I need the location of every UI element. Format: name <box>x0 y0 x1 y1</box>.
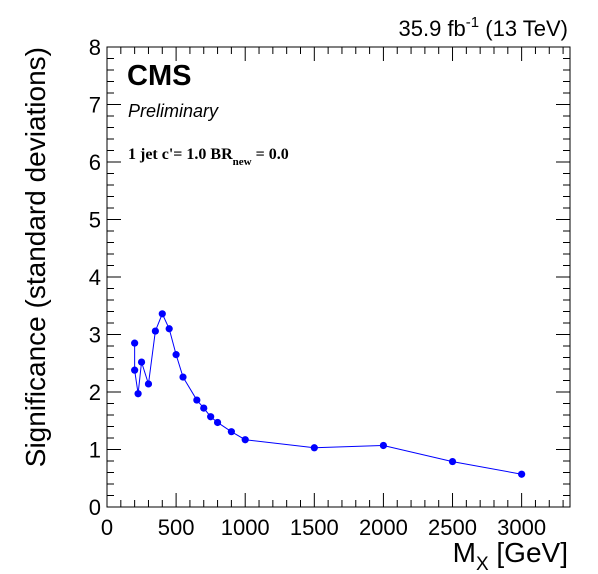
data-series <box>131 310 526 478</box>
y-tick-label: 8 <box>89 35 101 60</box>
data-point <box>144 380 153 388</box>
y-tick-label: 4 <box>89 265 101 290</box>
data-point <box>193 396 201 404</box>
luminosity-label: 35.9 fb-1 (13 TeV) <box>399 14 568 41</box>
data-point <box>448 457 457 466</box>
x-axis: 0 500 1000 1500 2000 2500 3000 <box>101 47 564 540</box>
data-point <box>379 441 388 450</box>
data-point <box>131 339 139 347</box>
y-axis-title: Significance (standard deviations) <box>20 47 51 467</box>
x-tick-label: 2500 <box>428 515 477 540</box>
data-point <box>134 390 142 398</box>
data-point <box>131 366 139 374</box>
data-point <box>172 351 180 359</box>
data-point <box>200 404 208 412</box>
y-tick-label: 2 <box>89 380 101 405</box>
data-point <box>158 310 166 318</box>
x-tick-label: 1500 <box>290 515 339 540</box>
data-point <box>151 327 159 335</box>
data-point <box>227 428 235 436</box>
data-point <box>137 358 146 366</box>
data-point <box>518 470 526 478</box>
data-point <box>213 418 222 427</box>
series-line <box>134 312 522 475</box>
annotation-label: 1 jet c'= 1.0 BRnew = 0.0 <box>128 146 289 168</box>
x-tick-label: 1000 <box>221 515 270 540</box>
x-tick-label: 2000 <box>359 515 408 540</box>
data-point <box>310 444 318 452</box>
x-tick-label: 3000 <box>497 515 546 540</box>
data-point <box>207 413 215 421</box>
data-point <box>179 373 187 381</box>
y-axis: 0 1 2 3 4 5 6 7 8 <box>89 35 570 520</box>
y-tick-label: 1 <box>89 438 101 463</box>
x-tick-label: 500 <box>158 515 195 540</box>
y-tick-label: 0 <box>89 495 101 520</box>
y-tick-label: 7 <box>89 93 101 118</box>
x-tick-label: 0 <box>101 515 113 540</box>
x-axis-title: MX [GeV] <box>453 537 568 574</box>
experiment-label: CMS <box>127 60 191 92</box>
y-tick-label: 3 <box>89 323 101 348</box>
status-label: Preliminary <box>128 101 219 121</box>
y-tick-label: 5 <box>89 208 101 233</box>
y-tick-label: 6 <box>89 150 101 175</box>
data-point <box>165 325 173 333</box>
data-point <box>241 436 249 444</box>
